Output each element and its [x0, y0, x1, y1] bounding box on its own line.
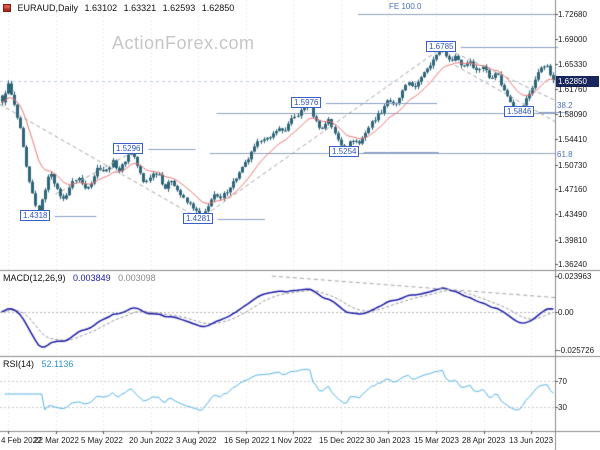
price-axis-label: 1.65330 [558, 60, 587, 69]
macd-indicator-label: MACD(12,26,9) 0.003849 0.003098 [3, 273, 161, 283]
date-axis-label: 15 Dec 2022 [319, 436, 365, 445]
macd-name: MACD(12,26,9) [3, 273, 66, 283]
macd-axis-label: 0.023963 [558, 272, 592, 281]
price-axis-label: 1.50730 [558, 161, 587, 170]
price-axis-label: 1.61760 [558, 85, 587, 94]
date-axis-label: 13 Jun 2023 [509, 436, 554, 445]
ohlc-open: 1.63102 [84, 3, 118, 13]
rsi-name: RSI(14) [3, 359, 35, 369]
symbol-label: EURAUD,Daily [17, 3, 79, 13]
macd-value-signal: 0.003098 [118, 273, 156, 283]
date-axis-label: 5 May 2022 [81, 436, 123, 445]
chart-symbol-icon [3, 4, 11, 12]
price-axis-label: 1.47160 [558, 185, 587, 194]
date-axis-label: 16 Sep 2022 [224, 436, 270, 445]
date-axis-label: 20 Jun 2022 [129, 436, 174, 445]
price-axis-label: 1.54410 [558, 135, 587, 144]
pivot-label: 1.6785 [426, 41, 457, 52]
rsi-axis-label: 70 [558, 377, 567, 386]
macd-axis-label: 0.00 [558, 308, 574, 317]
date-axis-label: 22 Mar 2022 [34, 436, 79, 445]
date-axis-label: 30 Jan 2023 [366, 436, 411, 445]
rsi-axis-label: 30 [558, 403, 567, 412]
pivot-label: 1.4318 [20, 210, 51, 221]
price-axis-label: 1.36240 [558, 260, 587, 269]
current-price-badge: 1.62850 [556, 76, 599, 87]
date-axis-label: 15 Mar 2023 [414, 436, 459, 445]
fib-level-label: 38.2 [557, 101, 573, 110]
ohlc-high: 1.63321 [123, 3, 157, 13]
rsi-indicator-label: RSI(14) 52.1136 [3, 359, 78, 369]
price-axis-label: 1.43490 [558, 210, 587, 219]
price-axis-label: 1.39810 [558, 236, 587, 245]
price-axis-label: 1.72680 [558, 10, 587, 19]
pivot-label: 1.5976 [291, 97, 322, 108]
ohlc-close: 1.62850 [201, 3, 235, 13]
price-axis-label: 1.58090 [558, 110, 587, 119]
ohlc-low: 1.62593 [162, 3, 196, 13]
fib-level-label: 61.8 [557, 150, 573, 159]
date-axis-label: 4 Feb 2022 [1, 436, 42, 445]
fib-level-label: FE 100.0 [389, 2, 422, 11]
date-axis-label: 28 Apr 2023 [462, 436, 506, 445]
date-axis-label: 3 Aug 2022 [176, 436, 217, 445]
pivot-label: 1.5296 [113, 143, 144, 154]
macd-value-main: 0.003849 [73, 273, 111, 283]
macd-axis-label: -0.025726 [558, 346, 595, 355]
pivot-label: 1.5254 [329, 146, 360, 157]
symbol-ohlc-line: EURAUD,Daily 1.63102 1.63321 1.62593 1.6… [3, 3, 238, 13]
rsi-value: 52.1136 [41, 359, 74, 369]
price-axis-label: 1.69000 [558, 35, 587, 44]
pivot-label: 1.5846 [504, 106, 535, 117]
pivot-label: 1.4281 [183, 213, 214, 224]
watermark: ActionForex.com [112, 33, 255, 53]
date-axis-label: 1 Nov 2022 [271, 436, 312, 445]
